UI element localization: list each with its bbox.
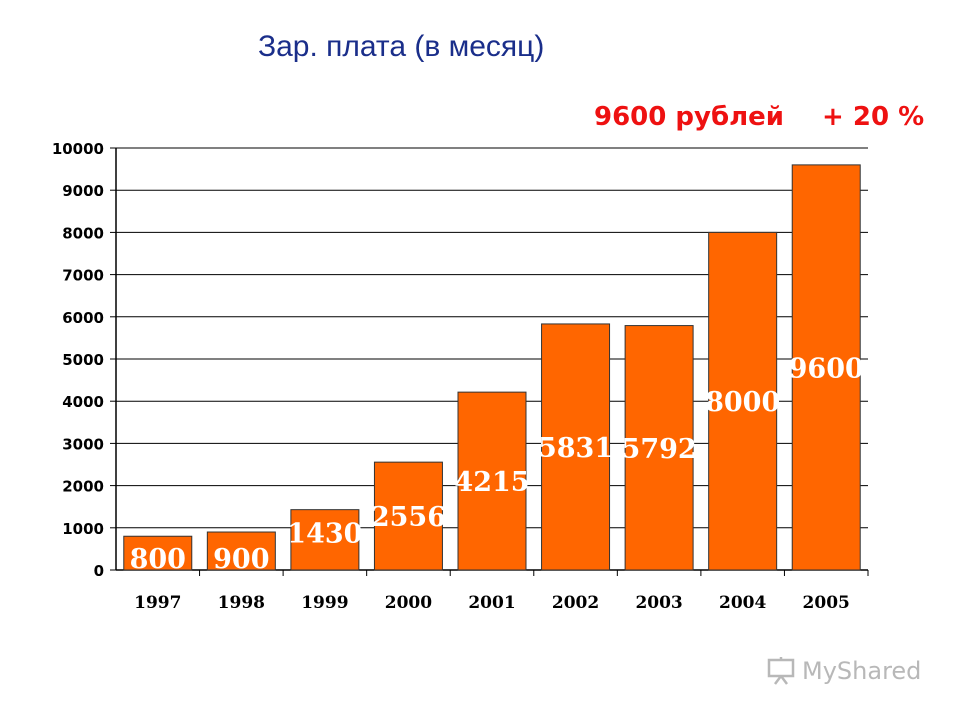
- x-tick-label: 1999: [301, 593, 348, 613]
- x-tick-label: 2000: [385, 593, 432, 613]
- y-tick-label: 1000: [62, 520, 104, 538]
- bar: [708, 231, 778, 571]
- highlight-value: 9600 рублей: [594, 102, 785, 132]
- y-tick-label: 3000: [62, 435, 104, 453]
- bar: [373, 461, 443, 571]
- x-tick-label: 2003: [635, 593, 682, 613]
- y-tick-label: 7000: [62, 267, 104, 285]
- y-tick-label: 9000: [62, 182, 104, 200]
- y-tick-label: 10000: [52, 140, 104, 158]
- data-label: 5831: [538, 433, 613, 464]
- bar: [624, 325, 694, 571]
- bar: [541, 323, 611, 571]
- data-label: 9600: [789, 353, 864, 384]
- highlight-annotation: 9600 рублей + 20 %: [594, 102, 924, 132]
- bar: [457, 391, 527, 571]
- y-tick-label: 4000: [62, 393, 104, 411]
- x-tick-label: 1998: [218, 593, 265, 613]
- y-tick-label: 5000: [62, 351, 104, 369]
- chart-title: Зар. плата (в месяц): [258, 30, 545, 63]
- data-label: 5792: [622, 434, 697, 465]
- data-label: 2556: [371, 502, 446, 533]
- data-label: 8000: [705, 387, 780, 418]
- x-tick-label: 2002: [552, 593, 599, 613]
- watermark-text: MyShared: [802, 657, 922, 685]
- x-tick-label: 1997: [134, 593, 181, 613]
- x-tick-label: 2004: [719, 593, 766, 613]
- bar: [206, 531, 276, 571]
- bar: [791, 164, 861, 571]
- y-tick-label: 2000: [62, 478, 104, 496]
- data-label: 1430: [287, 519, 362, 550]
- y-tick-label: 0: [94, 562, 104, 580]
- y-tick-label: 6000: [62, 309, 104, 327]
- highlight-change: + 20 %: [822, 102, 925, 132]
- data-label: 4215: [454, 467, 529, 498]
- presentation-board-icon: [767, 657, 795, 685]
- x-tick-label: 2005: [803, 593, 850, 613]
- x-tick-label: 2001: [468, 593, 515, 613]
- watermark: MyShared: [766, 656, 921, 686]
- y-tick-label: 8000: [62, 224, 104, 242]
- data-label: 900: [213, 544, 269, 575]
- data-label: 800: [130, 544, 186, 575]
- bar: [290, 509, 360, 571]
- bar: [123, 535, 193, 571]
